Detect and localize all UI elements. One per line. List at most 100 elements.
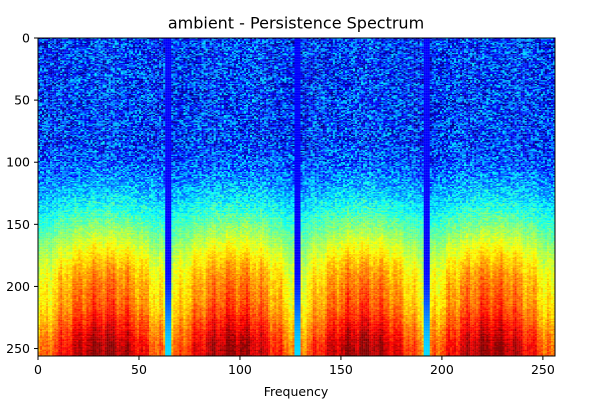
heatmap-cell bbox=[46, 119, 48, 120]
heatmap-cell bbox=[44, 129, 46, 130]
heatmap-cell bbox=[50, 286, 52, 287]
heatmap-cell bbox=[48, 181, 50, 182]
heatmap-cell bbox=[44, 350, 46, 351]
heatmap-cell bbox=[44, 111, 46, 112]
heatmap-cell bbox=[46, 322, 48, 323]
heatmap-cell bbox=[40, 203, 42, 204]
heatmap-cell bbox=[40, 347, 42, 348]
heatmap-cell bbox=[48, 300, 50, 301]
heatmap-cell bbox=[40, 286, 42, 287]
heatmap-cell bbox=[42, 352, 44, 353]
heatmap-cell bbox=[50, 237, 52, 238]
heatmap-column bbox=[40, 38, 42, 356]
heatmap-cell bbox=[40, 136, 42, 137]
heatmap-cell bbox=[44, 50, 46, 51]
heatmap-cell bbox=[50, 145, 52, 146]
heatmap-cell bbox=[40, 216, 42, 217]
heatmap-cell bbox=[44, 193, 46, 194]
heatmap-cell bbox=[48, 319, 50, 320]
heatmap-cell bbox=[48, 81, 50, 82]
heatmap-cell bbox=[40, 124, 42, 125]
heatmap-cell bbox=[50, 115, 52, 116]
heatmap-cell bbox=[46, 168, 48, 169]
heatmap-cell bbox=[42, 214, 44, 215]
heatmap-cell bbox=[44, 161, 46, 162]
heatmap-cell bbox=[44, 216, 46, 217]
heatmap-cell bbox=[48, 90, 50, 91]
heatmap-cell bbox=[46, 142, 48, 143]
heatmap-cell bbox=[46, 50, 48, 51]
heatmap-cell bbox=[50, 254, 52, 255]
heatmap-cell bbox=[44, 344, 46, 345]
heatmap-cell bbox=[40, 86, 42, 87]
heatmap-cell bbox=[42, 211, 44, 212]
heatmap-cell bbox=[48, 88, 50, 89]
heatmap-cell bbox=[46, 301, 48, 302]
heatmap-cell bbox=[50, 306, 52, 307]
heatmap-cell bbox=[48, 130, 50, 131]
heatmap-cell bbox=[44, 180, 46, 181]
heatmap-cell bbox=[44, 326, 46, 327]
heatmap-cell bbox=[42, 68, 44, 69]
heatmap-cell bbox=[50, 146, 52, 147]
heatmap-cell bbox=[44, 274, 46, 275]
heatmap-cell bbox=[50, 89, 52, 90]
heatmap-cell bbox=[42, 324, 44, 325]
heatmap-cell bbox=[48, 39, 50, 40]
heatmap-cell bbox=[40, 223, 42, 224]
heatmap-cell bbox=[46, 263, 48, 264]
heatmap-cell bbox=[50, 165, 52, 166]
heatmap-cell bbox=[40, 91, 42, 92]
heatmap-cell bbox=[50, 204, 52, 205]
heatmap-cell bbox=[48, 289, 50, 290]
heatmap-cell bbox=[42, 319, 44, 320]
heatmap-cell bbox=[48, 155, 50, 156]
heatmap-cell bbox=[42, 113, 44, 114]
heatmap-cell bbox=[46, 132, 48, 133]
heatmap-cell bbox=[46, 337, 48, 338]
heatmap-cell bbox=[50, 171, 52, 172]
heatmap-cell bbox=[42, 291, 44, 292]
heatmap-cell bbox=[44, 49, 46, 50]
heatmap-cell bbox=[46, 93, 48, 94]
heatmap-cell bbox=[40, 288, 42, 289]
heatmap-cell bbox=[44, 127, 46, 128]
heatmap-cell bbox=[42, 50, 44, 51]
heatmap-cell bbox=[44, 120, 46, 121]
heatmap-cell bbox=[48, 42, 50, 43]
heatmap-cell bbox=[44, 249, 46, 250]
heatmap-cell bbox=[50, 255, 52, 256]
heatmap-cell bbox=[44, 306, 46, 307]
heatmap-cell bbox=[50, 176, 52, 177]
heatmap-cell bbox=[50, 69, 52, 70]
heatmap-layer bbox=[38, 38, 555, 356]
heatmap-cell bbox=[48, 349, 50, 350]
heatmap-cell bbox=[44, 309, 46, 310]
heatmap-cell bbox=[50, 252, 52, 253]
heatmap-cell bbox=[42, 165, 44, 166]
heatmap-cell bbox=[52, 47, 54, 48]
heatmap-cell bbox=[48, 221, 50, 222]
heatmap-cell bbox=[50, 70, 52, 71]
heatmap-cell bbox=[42, 294, 44, 295]
heatmap-cell bbox=[48, 304, 50, 305]
heatmap-cell bbox=[40, 183, 42, 184]
heatmap-cell bbox=[44, 55, 46, 56]
heatmap-cell bbox=[40, 110, 42, 111]
heatmap-cell bbox=[42, 106, 44, 107]
heatmap-cell bbox=[42, 131, 44, 132]
heatmap-cell bbox=[50, 84, 52, 85]
heatmap-cell bbox=[48, 296, 50, 297]
heatmap-cell bbox=[44, 90, 46, 91]
heatmap-cell bbox=[50, 296, 52, 297]
heatmap-cell bbox=[40, 213, 42, 214]
heatmap-cell bbox=[40, 274, 42, 275]
heatmap-cell bbox=[46, 214, 48, 215]
heatmap-cell bbox=[46, 285, 48, 286]
heatmap-cell bbox=[50, 339, 52, 340]
heatmap-cell bbox=[50, 253, 52, 254]
heatmap-cell bbox=[48, 280, 50, 281]
heatmap-cell bbox=[48, 94, 50, 95]
heatmap-cell bbox=[48, 65, 50, 66]
heatmap-cell bbox=[50, 236, 52, 237]
